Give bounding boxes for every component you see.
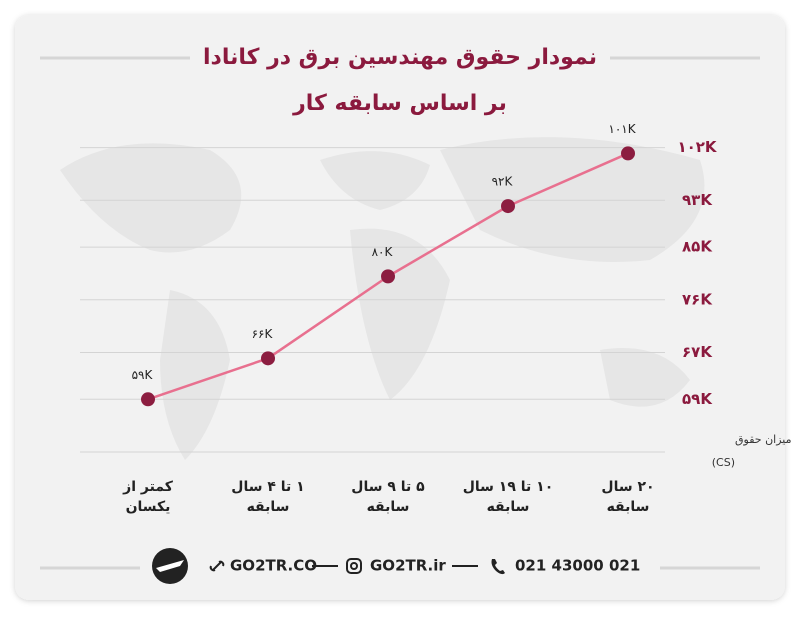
grid: [80, 147, 665, 453]
x-tick-label: ۱ تا ۴ سال: [231, 479, 304, 495]
x-tick-label: سابقه: [607, 499, 650, 515]
y-tick-label: ۱۰۲K: [677, 138, 717, 156]
x-tick-label: ۲۰ سال: [601, 479, 654, 495]
point: [261, 351, 275, 366]
world-map: [60, 137, 705, 460]
point: [141, 392, 155, 407]
x-tick-label: ۵ تا ۹ سال: [351, 479, 425, 495]
value-label: ۸۰K: [372, 245, 394, 259]
point: [621, 146, 635, 161]
value-label: ۵۹K: [132, 368, 154, 382]
point: [381, 269, 395, 284]
x-tick-label: کمتر از: [122, 479, 174, 495]
chart-title: نمودار حقوق مهندسین برق در کانادا: [203, 45, 597, 70]
value-label: ۱۰۱K: [608, 122, 636, 136]
x-tick-label: ۱۰ تا ۱۹ سال: [463, 479, 554, 495]
y-tick-label: ۹۳K: [682, 191, 713, 209]
value-label: ۹۲K: [492, 175, 514, 189]
y-axis-label: (CS): [712, 456, 735, 469]
chart-subtitle: بر اساس سابقه کار: [292, 91, 507, 116]
footer-website: GO2TR.CO: [230, 557, 317, 575]
y-axis-label: میزان حقوق: [735, 433, 792, 446]
x-tick-label: سابقه: [247, 499, 290, 515]
x-tick-label: سابقه: [487, 499, 530, 515]
x-tick-label: یکسان: [126, 499, 171, 515]
value-label: ۶۶K: [252, 327, 274, 341]
footer-instagram: GO2TR.ir: [370, 557, 446, 575]
y-tick-label: ۸۵K: [682, 238, 713, 256]
footer-phone: 021 43000 021: [515, 557, 640, 575]
instagram-icon: [350, 562, 358, 570]
link-icon: [209, 560, 225, 572]
y-tick-label: ۷۶K: [682, 290, 713, 308]
y-tick-label: ۶۷K: [682, 343, 713, 361]
y-tick-label: ۵۹K: [682, 390, 713, 408]
point: [501, 199, 515, 214]
phone-icon: [491, 559, 505, 575]
instagram-icon: [346, 558, 362, 574]
logo: [152, 548, 188, 584]
x-tick-label: سابقه: [367, 499, 410, 515]
